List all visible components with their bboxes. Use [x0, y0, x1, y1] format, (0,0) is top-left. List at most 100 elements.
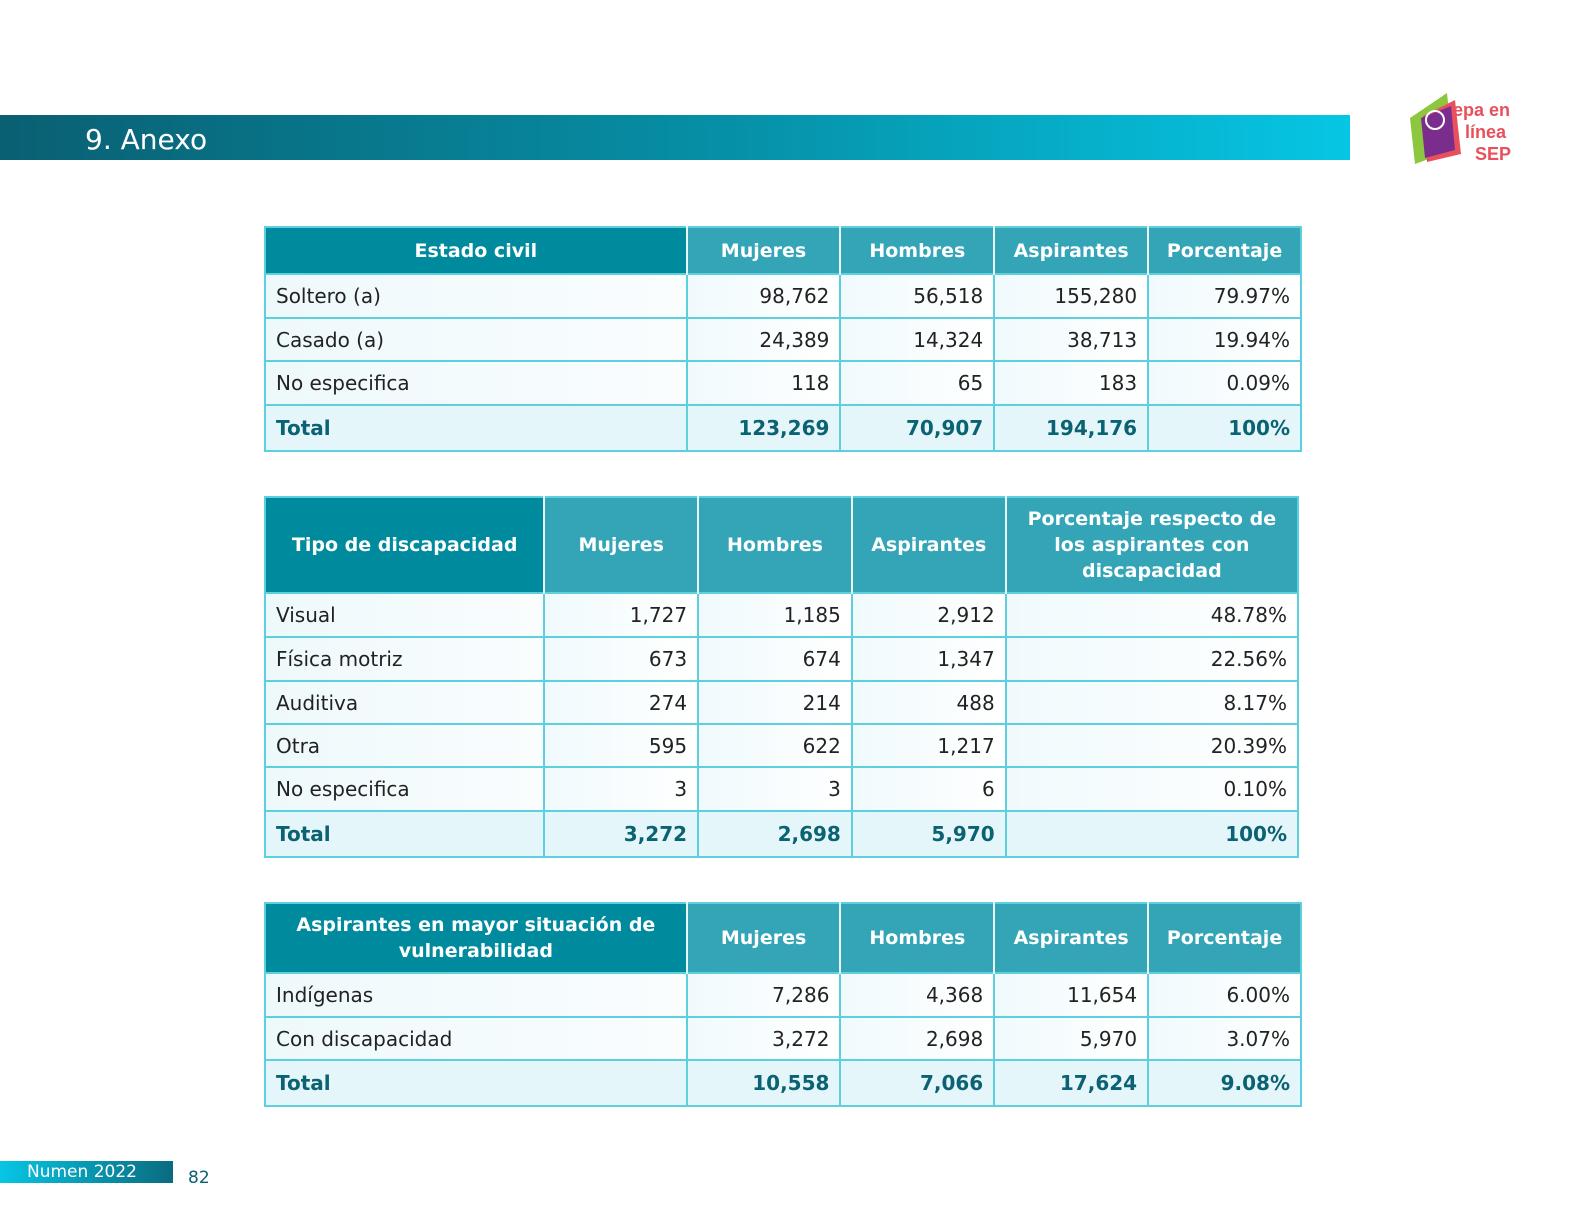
table-cell: No especifica	[264, 360, 688, 406]
column-header: Porcentaje	[1147, 903, 1301, 973]
table-cell: 100%	[1004, 810, 1300, 858]
table-cell: 6	[850, 766, 1007, 812]
table-cell: 3,272	[543, 810, 700, 858]
header-row: Tipo de discapacidad Mujeres Hombres Aspira…	[265, 497, 1298, 593]
table-cell: 14,324	[839, 317, 996, 362]
table-cell: Auditiva	[263, 680, 546, 725]
table-row: Otra 595 622 1,217 20.39%	[263, 723, 1300, 768]
table-cell: Con discapacidad	[264, 1016, 688, 1061]
table-cell: 65	[839, 360, 996, 406]
table-row: Auditiva 274 214 488 8.17%	[263, 680, 1300, 725]
table-cell: 595	[543, 723, 700, 768]
table-cell: 70,907	[839, 404, 996, 452]
table-cell: 488	[850, 680, 1007, 725]
column-header: Aspirantes	[993, 227, 1149, 274]
table-cell: 8.17%	[1004, 680, 1300, 725]
footer-bar: Numen 2022	[0, 1161, 173, 1183]
total-row: Total 123,269 70,907 194,176 100%	[264, 404, 1302, 452]
vulnerabilidad-table: Aspirantes en mayor situación de vulnera…	[264, 902, 1302, 1107]
column-header: Hombres	[839, 227, 995, 274]
table-cell: 1,727	[543, 592, 700, 638]
table-cell: 1,217	[850, 723, 1007, 768]
table-cell: 10,558	[685, 1059, 842, 1107]
table-cell: Visual	[263, 592, 546, 638]
table-row: Con discapacidad 3,272 2,698 5,970 3.07%	[264, 1016, 1302, 1061]
column-header: Tipo de discapacidad	[265, 497, 545, 593]
table-cell: 3	[543, 766, 700, 812]
table-cell: 3,272	[685, 1016, 842, 1061]
tipo-discapacidad-table: Tipo de discapacidad Mujeres Hombres Aspira…	[263, 496, 1300, 858]
svg-text:epa en: epa en	[1453, 100, 1510, 120]
column-header: Estado civil	[265, 227, 687, 274]
column-header: Mujeres	[543, 497, 699, 593]
table-cell: 1,347	[850, 636, 1007, 682]
table-cell: 0.10%	[1004, 766, 1300, 812]
table-row: No especifica 118 65 183 0.09%	[264, 360, 1302, 406]
column-header: Porcentaje	[1147, 227, 1301, 274]
table-cell: Indígenas	[264, 972, 688, 1018]
section-title: 9. Anexo	[85, 123, 208, 156]
column-header: Hombres	[697, 497, 852, 593]
table-cell: 19.94%	[1147, 317, 1302, 362]
table-cell: 20.39%	[1004, 723, 1300, 768]
table-cell: Física motriz	[263, 636, 546, 682]
column-header: Porcentaje respecto de los aspirantes co…	[1004, 497, 1298, 593]
table-cell: Total	[263, 810, 546, 858]
column-header: Mujeres	[685, 227, 841, 274]
table-cell: 22.56%	[1004, 636, 1300, 682]
table-cell: 11,654	[993, 972, 1150, 1018]
svg-text:línea: línea	[1465, 122, 1507, 142]
table-cell: Casado (a)	[264, 317, 688, 362]
column-header: Mujeres	[685, 903, 841, 973]
table-cell: 56,518	[839, 273, 996, 319]
table-cell: 622	[697, 723, 853, 768]
table-cell: 24,389	[685, 317, 842, 362]
table-cell: 6.00%	[1147, 972, 1302, 1018]
table-cell: 17,624	[993, 1059, 1150, 1107]
table-cell: 214	[697, 680, 853, 725]
table-cell: 48.78%	[1004, 592, 1300, 638]
table-cell: Total	[264, 404, 688, 452]
table-cell: 2,698	[697, 810, 853, 858]
table-cell: 5,970	[993, 1016, 1150, 1061]
table-cell: Otra	[263, 723, 546, 768]
table-cell: No especifica	[263, 766, 546, 812]
table-cell: 98,762	[685, 273, 842, 319]
table-cell: 0.09%	[1147, 360, 1302, 406]
table-cell: 123,269	[685, 404, 842, 452]
table-cell: 118	[685, 360, 842, 406]
table-cell: 194,176	[993, 404, 1150, 452]
table-row: Física motriz 673 674 1,347 22.56%	[263, 636, 1300, 682]
publication-name: Numen 2022	[27, 1162, 137, 1182]
table-cell: 274	[543, 680, 700, 725]
table-cell: 9.08%	[1147, 1059, 1302, 1107]
total-row: Total 10,558 7,066 17,624 9.08%	[264, 1059, 1302, 1107]
table-row: Indígenas 7,286 4,368 11,654 6.00%	[264, 972, 1302, 1018]
table-cell: 38,713	[993, 317, 1150, 362]
table-cell: Total	[264, 1059, 688, 1107]
table-cell: 3.07%	[1147, 1016, 1302, 1061]
column-header: Hombres	[839, 903, 995, 973]
section-banner: 9. Anexo	[0, 115, 1350, 160]
prepa-en-linea-sep-logo: epa en línea SEP	[1410, 93, 1511, 164]
table-cell: 673	[543, 636, 700, 682]
table-cell: 674	[697, 636, 853, 682]
estado-civil-table: Estado civil Mujeres Hombres Aspirantes Porc…	[264, 226, 1302, 452]
table-cell: 2,912	[850, 592, 1007, 638]
table-cell: 7,286	[685, 972, 842, 1018]
table-row: Soltero (a) 98,762 56,518 155,280 79.97%	[264, 273, 1302, 319]
header-row: Aspirantes en mayor situación de vulnera…	[265, 903, 1301, 973]
total-row: Total 3,272 2,698 5,970 100%	[263, 810, 1300, 858]
table-cell: Soltero (a)	[264, 273, 688, 319]
table-cell: 2,698	[839, 1016, 996, 1061]
column-header: Aspirantes	[850, 497, 1006, 593]
table-cell: 1,185	[697, 592, 853, 638]
column-header: Aspirantes en mayor situación de vulnera…	[265, 903, 687, 973]
table-cell: 5,970	[850, 810, 1007, 858]
table-cell: 100%	[1147, 404, 1302, 452]
page-number: 82	[188, 1168, 210, 1188]
table-cell: 4,368	[839, 972, 996, 1018]
table-cell: 183	[993, 360, 1150, 406]
table-cell: 7,066	[839, 1059, 996, 1107]
table-row: Visual 1,727 1,185 2,912 48.78%	[263, 592, 1300, 638]
